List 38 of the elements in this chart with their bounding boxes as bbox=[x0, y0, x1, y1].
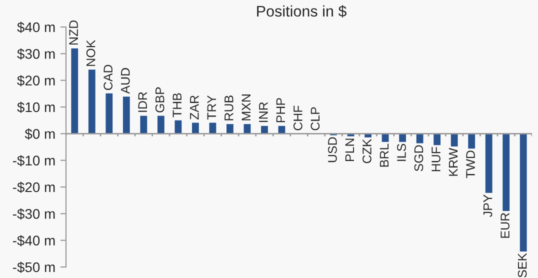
x-tick-label: BRL bbox=[380, 144, 389, 167]
x-tick-label: PLN bbox=[345, 138, 354, 162]
x-tick-label: NZD bbox=[69, 20, 78, 45]
chart-title: Positions in $ bbox=[257, 5, 346, 18]
x-tick-label: CZK bbox=[362, 138, 372, 164]
x-tick-label: JPY bbox=[483, 194, 492, 217]
y-tick-label: -$30 m bbox=[12, 208, 55, 220]
x-tick-label: USD bbox=[328, 137, 337, 162]
x-tick-label: MXN bbox=[242, 94, 250, 120]
x-tick-label: CLP bbox=[310, 107, 320, 130]
x-tick-label: INR bbox=[259, 102, 268, 122]
x-tick-label: SGD bbox=[414, 145, 424, 172]
x-tick-label: HUF bbox=[432, 147, 440, 172]
x-tick-label: THB bbox=[172, 93, 182, 118]
x-tick-label: EUR bbox=[500, 212, 510, 238]
x-tick-label: AUD bbox=[121, 68, 130, 94]
y-tick-label: $10 m bbox=[17, 102, 55, 113]
y-tick-label: $20 m bbox=[17, 75, 55, 86]
x-tick-label: TRY bbox=[207, 95, 216, 120]
x-tick-label: GBP bbox=[155, 87, 164, 112]
y-tick-label: $0 m bbox=[24, 128, 55, 140]
y-tick-label: -$20 m bbox=[12, 182, 55, 193]
x-tick-label: PHP bbox=[276, 98, 285, 122]
y-tick-label: -$10 m bbox=[12, 155, 55, 166]
x-tick-label: CHF bbox=[294, 106, 302, 130]
y-tick-label: $30 m bbox=[17, 48, 55, 60]
x-tick-label: RUB bbox=[224, 96, 234, 120]
x-tick-label: SEK bbox=[518, 253, 527, 278]
y-tick-label: -$50 m bbox=[12, 262, 55, 273]
x-tick-label: ZAR bbox=[190, 96, 199, 120]
x-tick-label: TWD bbox=[466, 150, 475, 178]
y-tick-label: $40 m bbox=[17, 22, 55, 33]
x-tick-label: IDR bbox=[138, 92, 147, 112]
x-tick-label: CAD bbox=[104, 64, 113, 90]
x-tick-label: KRW bbox=[448, 148, 458, 176]
y-tick-label: -$40 m bbox=[12, 235, 55, 246]
x-tick-label: NOK bbox=[86, 40, 96, 66]
x-tick-label: ILS bbox=[397, 144, 406, 161]
